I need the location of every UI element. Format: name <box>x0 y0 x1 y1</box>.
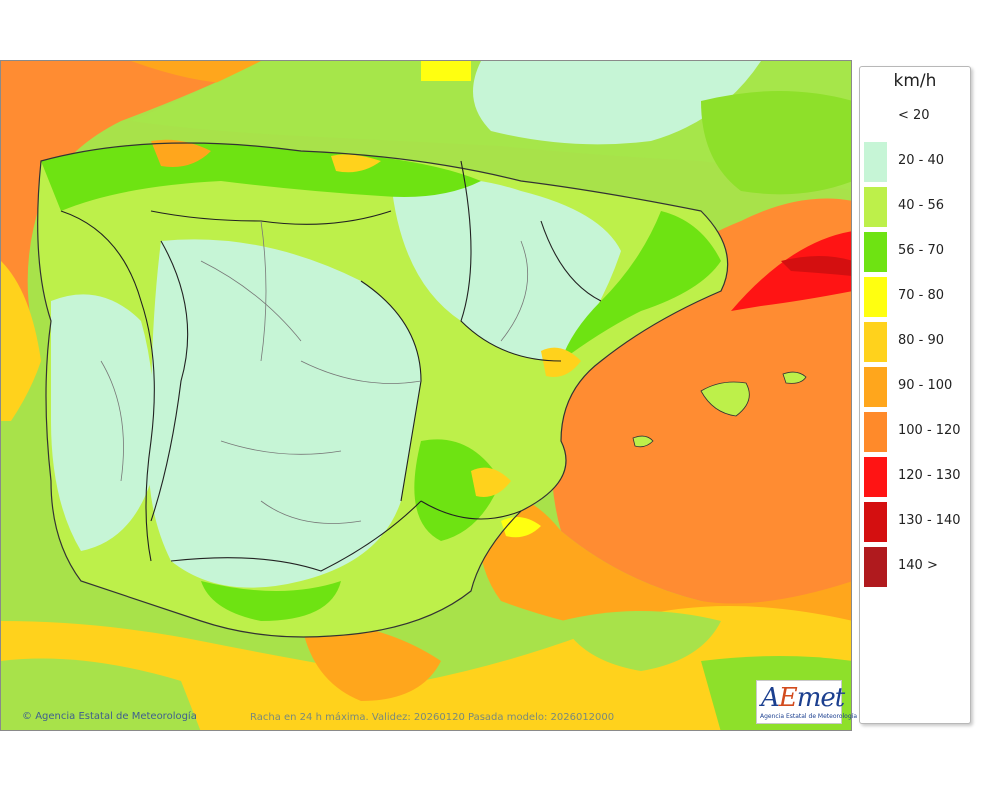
aemet-logo-subtitle: Agencia Estatal de Meteorología <box>760 713 857 720</box>
legend-label: 20 - 40 <box>898 153 945 168</box>
legend-item: < 20 <box>864 97 968 137</box>
validity-caption: Racha en 24 h máxima. Validez: 20260120 … <box>250 712 615 723</box>
legend-item: 100 - 120 <box>864 412 968 452</box>
legend-label: 40 - 56 <box>898 198 945 213</box>
legend-swatch <box>864 412 887 452</box>
legend-swatch <box>864 457 887 497</box>
regional-borders <box>150 160 602 572</box>
legend-label: 70 - 80 <box>898 288 945 303</box>
legend-item: 20 - 40 <box>864 142 968 182</box>
legend-swatch <box>864 367 887 407</box>
legend-item: 40 - 56 <box>864 187 968 227</box>
ebro-valley-calm <box>391 177 621 361</box>
central-meseta-calm <box>148 239 421 588</box>
aemet-logo[interactable]: AEmet Agencia Estatal de Meteorología <box>756 680 857 724</box>
legend-title: km/h <box>893 71 937 91</box>
portugal-calm <box>51 294 155 551</box>
legend-swatch <box>864 97 887 137</box>
credit-left-text: Agencia Estatal de Meteorología <box>35 711 197 722</box>
gulf-of-lion-max-zone <box>731 231 851 311</box>
legend-label: 140 > <box>898 558 938 573</box>
copyright-icon: © <box>22 711 32 722</box>
atlantic-gust-zone <box>1 61 261 401</box>
legend-swatch <box>864 187 887 227</box>
legend-swatch <box>864 502 887 542</box>
mallorca <box>700 381 750 417</box>
legend-label: 56 - 70 <box>898 243 945 258</box>
coastline <box>37 142 729 638</box>
legend-swatch <box>864 232 887 272</box>
legend-swatch <box>864 322 887 362</box>
aemet-wordmark: AEmet <box>761 683 845 713</box>
province-borders <box>100 220 529 524</box>
gust-legend: km/h < 20 20 - 40 40 - 56 56 - 70 70 - 80 80 … <box>859 66 971 724</box>
legend-item: 80 - 90 <box>864 322 968 362</box>
legend-label: 130 - 140 <box>898 513 961 528</box>
ibiza <box>632 435 654 448</box>
legend-item: 70 - 80 <box>864 277 968 317</box>
legend-label: 120 - 130 <box>898 468 961 483</box>
menorca <box>782 371 807 384</box>
legend-item: 56 - 70 <box>864 232 968 272</box>
wind-gust-map[interactable] <box>0 60 852 731</box>
legend-label: < 20 <box>898 108 930 123</box>
legend-item: 140 > <box>864 547 968 587</box>
portugal-border <box>60 210 155 562</box>
legend-item: 90 - 100 <box>864 367 968 407</box>
legend-label: 80 - 90 <box>898 333 945 348</box>
legend-swatch <box>864 547 887 587</box>
legend-item: 130 - 140 <box>864 502 968 542</box>
legend-label: 90 - 100 <box>898 378 953 393</box>
map-canvas <box>1 61 851 730</box>
legend-item: 120 - 130 <box>864 457 968 497</box>
legend-label: 100 - 120 <box>898 423 961 438</box>
legend-swatch <box>864 142 887 182</box>
copyright-credit: © Agencia Estatal de Meteorología <box>22 711 197 722</box>
legend-swatch <box>864 277 887 317</box>
